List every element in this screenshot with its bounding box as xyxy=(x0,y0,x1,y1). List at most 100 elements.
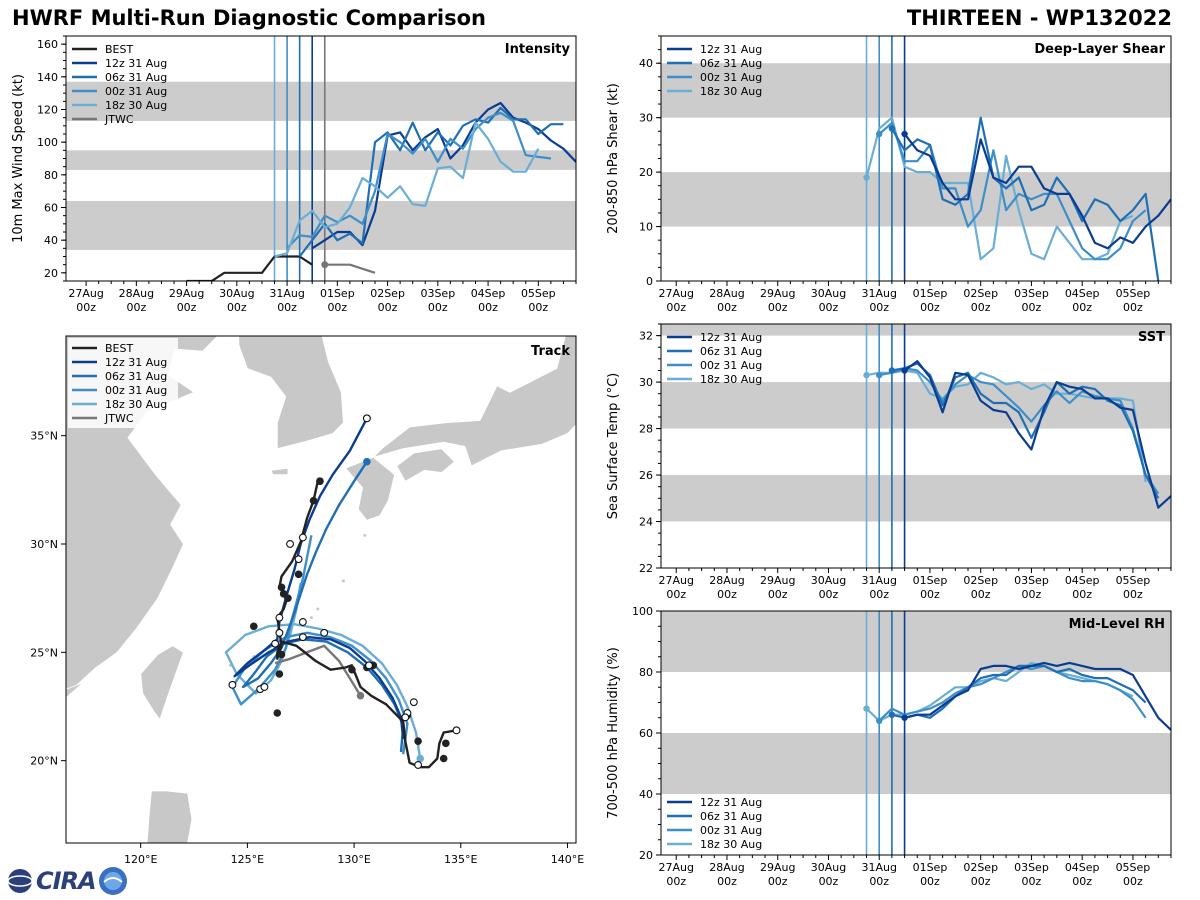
track-open-marker xyxy=(401,713,410,722)
storm-title: THIRTEEN - WP132022 xyxy=(906,6,1172,30)
sst-y-tick-label: 28 xyxy=(639,423,653,436)
track-open-marker xyxy=(409,698,418,707)
sst-series-00z-31-aug xyxy=(879,367,1160,495)
rh-x-tick-label: 00z xyxy=(819,875,839,888)
track-point xyxy=(309,496,318,505)
track-x-tick-label: 125°E xyxy=(231,853,264,866)
rh-series-00z-31-aug xyxy=(878,664,1147,722)
intensity-x-tick-label: 30Aug xyxy=(219,287,254,300)
panel-sst: 22242628303227Aug00z28Aug00z29Aug00z30Au… xyxy=(606,323,1172,601)
track-y-tick-label: 30°N xyxy=(30,538,58,551)
track-x-tick-label: 120°E xyxy=(124,853,157,866)
intensity-series-jtwc xyxy=(324,263,376,274)
sst-start-dot xyxy=(876,371,883,379)
track-best xyxy=(276,480,457,769)
rh-x-tick-label: 27Aug xyxy=(658,861,693,874)
track-jtwc xyxy=(274,644,362,697)
island xyxy=(309,616,313,620)
intensity-x-tick-label: 27Aug xyxy=(68,287,103,300)
sst-x-tick-label: 02Sep xyxy=(963,574,998,587)
track-00z-31-aug xyxy=(231,535,409,755)
shear-x-tick-label: 00z xyxy=(1022,301,1042,314)
rh-x-tick-label: 03Sep xyxy=(1014,861,1049,874)
shear-x-tick-label: 27Aug xyxy=(658,287,693,300)
shear-x-tick-label: 05Sep xyxy=(1116,287,1151,300)
track-legend-label: JTWC xyxy=(104,412,134,425)
rh-x-tick-label: 00z xyxy=(717,875,737,888)
sst-y-tick-label: 24 xyxy=(639,516,653,529)
track-point xyxy=(416,754,425,763)
track-point xyxy=(279,590,288,598)
track-open-marker xyxy=(298,633,307,642)
rh-x-tick-label: 31Aug xyxy=(861,861,896,874)
intensity-y-tick-label: 140 xyxy=(37,71,58,84)
sst-x-tick-label: 27Aug xyxy=(658,574,693,587)
rh-legend-label: 00z 31 Aug xyxy=(700,824,762,837)
track-frame xyxy=(65,335,577,844)
land-hainan_edge xyxy=(66,682,84,699)
sst-x-tick-label: 29Aug xyxy=(760,574,795,587)
sst-x-tick-label: 04Sep xyxy=(1065,574,1100,587)
shear-x-tick-label: 30Aug xyxy=(811,287,846,300)
intensity-x-tick-label: 31Aug xyxy=(269,287,304,300)
rh-x-tick-label: 30Aug xyxy=(811,861,846,874)
sst-legend-label: 06z 31 Aug xyxy=(700,345,762,358)
shear-x-tick-label: 00z xyxy=(666,301,686,314)
track-point xyxy=(348,665,356,674)
sst-x-tick-label: 00z xyxy=(1072,588,1092,601)
track-open-marker xyxy=(298,618,307,626)
rh-legend-label: 18z 30 Aug xyxy=(700,838,762,851)
track-legend-label: 12z 31 Aug xyxy=(105,356,167,369)
shear-y-tick-label: 10 xyxy=(639,221,653,234)
intensity-x-tick-label: 00z xyxy=(378,301,398,314)
shear-y-tick-label: 20 xyxy=(639,166,653,179)
rh-legend-label: 12z 31 Aug xyxy=(700,796,762,809)
rh-series-06z-31-aug xyxy=(891,664,1147,719)
shear-start-dot xyxy=(876,130,883,138)
rh-y-tick-label: 60 xyxy=(639,727,653,740)
land-luzon xyxy=(146,790,193,843)
track-y-tick-label: 25°N xyxy=(30,646,58,659)
csu-seal-icon xyxy=(98,867,127,895)
sst-y-axis-label: Sea Surface Temp (°C) xyxy=(606,373,621,520)
cira-logo: CIRA xyxy=(6,866,128,896)
rh-x-tick-label: 00z xyxy=(971,875,991,888)
land-honshu xyxy=(371,336,576,467)
rh-x-tick-label: 05Sep xyxy=(1116,861,1151,874)
track-legend-label: 06z 31 Aug xyxy=(105,370,167,383)
track-legend-bg xyxy=(68,338,178,428)
cira-logo-text: CIRA xyxy=(36,867,97,895)
track-point xyxy=(294,570,303,579)
sst-x-tick-label: 03Sep xyxy=(1014,574,1049,587)
shear-x-tick-label: 00z xyxy=(971,301,991,314)
shear-x-tick-label: 03Sep xyxy=(1014,287,1049,300)
track-x-tick-label: 130°E xyxy=(337,853,370,866)
track-open-marker xyxy=(365,661,373,670)
intensity-series-06z-31-aug xyxy=(298,106,564,258)
panel-shear: 01020304027Aug00z28Aug00z29Aug00z30Aug00… xyxy=(606,35,1172,314)
shear-band xyxy=(661,63,1171,118)
track-open-marker xyxy=(275,613,284,622)
track-open-marker xyxy=(260,683,269,691)
track-open-marker xyxy=(298,533,307,542)
shear-x-tick-label: 00z xyxy=(1072,301,1092,314)
intensity-series-18z-30-aug xyxy=(274,121,540,258)
sst-x-tick-label: 05Sep xyxy=(1116,574,1151,587)
shear-start-dot xyxy=(901,130,908,138)
intensity-x-tick-label: 00z xyxy=(528,301,548,314)
track-point xyxy=(439,754,448,763)
rh-start-dot xyxy=(901,714,908,721)
track-point xyxy=(273,709,282,717)
shear-y-tick-label: 0 xyxy=(646,275,653,288)
sst-legend-label: 12z 31 Aug xyxy=(700,331,762,344)
sst-x-tick-label: 00z xyxy=(1022,588,1042,601)
sst-start-dot xyxy=(901,367,908,374)
rh-x-tick-label: 01Sep xyxy=(913,861,948,874)
shear-x-tick-label: 00z xyxy=(1123,301,1143,314)
cira-globe-icon xyxy=(7,869,33,893)
rh-y-tick-label: 100 xyxy=(632,605,653,618)
intensity-panel-title: Intensity xyxy=(505,42,571,57)
shear-legend-label: 00z 31 Aug xyxy=(700,71,762,84)
sst-y-tick-label: 32 xyxy=(639,330,653,343)
intensity-x-tick-label: 28Aug xyxy=(119,287,154,300)
